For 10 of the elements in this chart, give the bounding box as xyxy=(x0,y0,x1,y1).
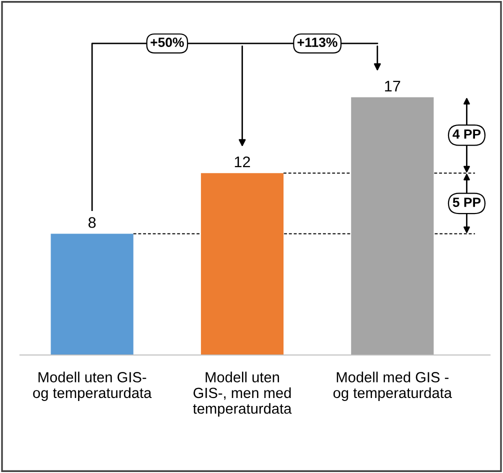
x-tick-label: Modell uten GIS-, men med temperaturdata xyxy=(193,372,292,417)
text: +50% xyxy=(150,38,184,47)
data-label: 17 xyxy=(385,80,400,92)
text: +113% xyxy=(298,38,338,48)
annotation: 4 PP xyxy=(452,130,481,139)
annotation: 5 PP xyxy=(452,198,481,207)
x-tick-label: Modell med GIS - og temperaturdata xyxy=(333,372,452,401)
x-tick-label: Modell uten GIS- og temperaturdata xyxy=(33,372,152,401)
data-label: 12 xyxy=(234,156,250,168)
data-label: 8 xyxy=(88,217,96,228)
